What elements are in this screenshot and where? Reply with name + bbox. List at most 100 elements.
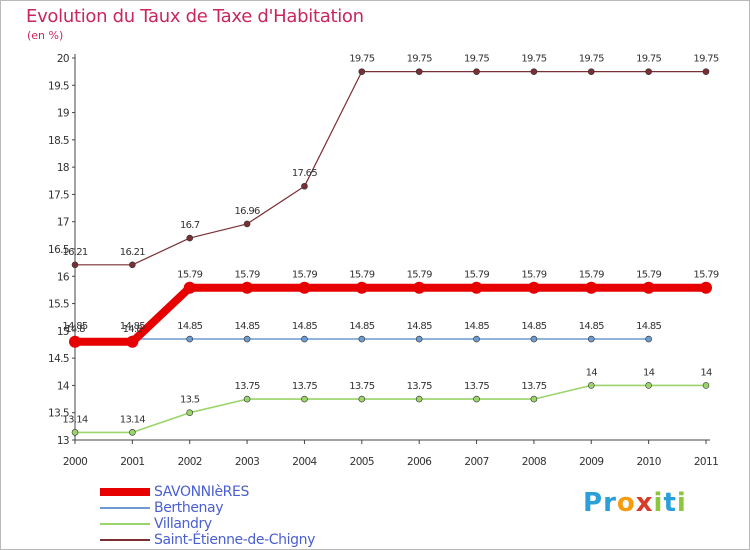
data-point: [415, 68, 423, 75]
data-label: 13.5: [180, 395, 200, 406]
logo-letter: r: [603, 488, 617, 518]
data-label: 15.79: [235, 270, 260, 281]
proxiti-logo: Proxiti: [583, 488, 687, 518]
data-label: 13.75: [407, 381, 432, 392]
data-label: 13.75: [292, 381, 317, 392]
data-point: [645, 382, 652, 389]
data-label: 15.79: [464, 270, 489, 281]
series-line: [75, 283, 706, 346]
series-line: [75, 384, 706, 434]
data-label: 14.85: [636, 321, 661, 332]
data-label: 14: [586, 367, 598, 378]
data-point: [69, 335, 81, 348]
data-label: 14.85: [579, 321, 604, 332]
data-point: [126, 335, 139, 348]
data-label: 14.85: [177, 321, 202, 332]
data-point: [473, 395, 480, 403]
data-label: 15.79: [636, 270, 661, 281]
y-tick-label: 15: [57, 326, 69, 338]
data-label: 15.79: [693, 270, 718, 281]
data-label: 16.96: [235, 206, 260, 217]
data-label: 15.79: [349, 270, 374, 281]
data-label: 15.79: [407, 270, 432, 281]
data-label: 14.85: [521, 321, 546, 332]
legend-swatch: [100, 507, 150, 509]
legend: SAVONNIèRES Berthenay Villandry Saint-Étien…: [100, 484, 360, 548]
data-label: 14.85: [120, 321, 145, 332]
y-tick-label: 14: [57, 380, 70, 392]
data-label: 17.65: [292, 168, 317, 179]
legend-swatch: [100, 539, 150, 541]
data-point: [473, 68, 480, 75]
data-point: [645, 68, 652, 75]
data-point: [71, 261, 79, 269]
y-tick-label: 20: [57, 53, 69, 65]
data-label: 16.21: [120, 247, 145, 258]
legend-swatch: [100, 488, 150, 496]
logo-letter: P: [583, 488, 604, 518]
data-label: 19.75: [579, 54, 604, 65]
x-tick-label: 2011: [694, 456, 718, 468]
data-point: [530, 68, 538, 75]
chart-subtitle: (en %): [27, 29, 64, 42]
data-label: 13.14: [120, 414, 145, 425]
data-point: [183, 281, 196, 294]
y-tick-label: 13.5: [48, 408, 69, 420]
data-point: [530, 335, 538, 343]
y-tick-label: 16.5: [48, 244, 69, 256]
legend-label: Saint-Étienne-de-Chigny: [154, 532, 315, 548]
data-point: [702, 68, 710, 75]
data-label: 15.79: [177, 270, 202, 281]
data-point: [470, 281, 483, 294]
data-point: [243, 220, 251, 228]
data-label: 14.85: [292, 321, 317, 332]
x-tick-label: 2007: [464, 456, 488, 468]
y-tick-label: 17: [57, 217, 69, 229]
data-point: [129, 261, 136, 269]
x-tick-label: 2000: [63, 456, 87, 468]
data-point: [355, 281, 368, 294]
data-point: [186, 409, 194, 417]
x-tick-label: 2001: [120, 456, 144, 468]
legend-label: SAVONNIèRES: [154, 484, 249, 500]
data-label: 14.8: [123, 324, 143, 335]
data-point: [587, 68, 595, 75]
data-point: [358, 335, 366, 343]
data-point: [585, 281, 598, 294]
legend-swatch: [100, 523, 150, 525]
y-tick-label: 13: [57, 435, 69, 447]
x-tick-label: 2002: [178, 456, 202, 468]
data-point: [700, 281, 712, 294]
logo-letter: i: [653, 488, 664, 518]
data-label: 19.75: [693, 54, 718, 65]
data-label: 13.75: [235, 381, 260, 392]
y-tick-label: 19: [57, 108, 69, 120]
data-label: 14.8: [65, 324, 85, 335]
data-point: [587, 382, 595, 389]
data-label: 13.75: [349, 381, 374, 392]
x-tick-label: 2005: [350, 456, 374, 468]
y-tick-label: 17.5: [48, 189, 69, 201]
y-tick-label: 16: [57, 271, 70, 283]
data-label: 19.75: [349, 54, 374, 65]
data-point: [301, 395, 308, 403]
data-label: 16.21: [62, 247, 87, 258]
data-point: [243, 335, 251, 343]
data-point: [186, 234, 194, 242]
y-tick-label: 15.5: [48, 299, 69, 311]
data-label: 16.7: [180, 220, 200, 231]
data-label: 14.85: [235, 321, 260, 332]
x-tick-label: 2008: [522, 456, 546, 468]
chart-title: Evolution du Taux de Taxe d'Habitation: [26, 6, 364, 27]
data-label: 19.75: [636, 54, 661, 65]
data-point: [702, 382, 710, 389]
line-chart: 13 13.5 14 14.5 15 15.5 16 16.5 17 17.5 18 18.5 19 19…: [48, 53, 720, 468]
data-point: [301, 335, 308, 343]
data-point: [527, 281, 540, 294]
data-label: 14: [643, 367, 655, 378]
data-point: [129, 429, 136, 436]
legend-item: Berthenay: [100, 500, 360, 516]
data-label: 19.75: [521, 54, 546, 65]
data-label: 15.79: [292, 270, 317, 281]
x-tick-label: 2009: [579, 456, 603, 468]
